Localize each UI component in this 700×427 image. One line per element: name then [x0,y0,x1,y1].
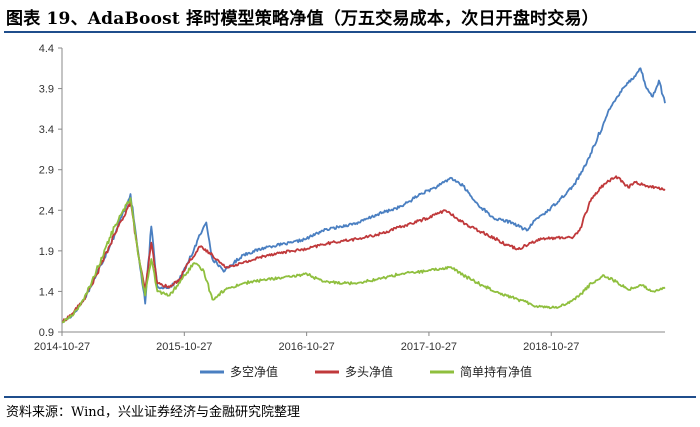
legend-label-long-only: 多头净值 [345,364,393,379]
source-note: 资料来源：Wind，兴业证券经济与金融研究院整理 [6,405,300,420]
x-tick-label: 2015-10-27 [156,341,212,353]
y-tick-label: 2.9 [39,165,54,177]
series-line-buy-hold [61,197,666,324]
legend: 多空净值 多头净值 简单持有净值 [200,364,532,379]
x-tick-label: 2018-10-27 [523,341,579,353]
figure-title: 图表 19、AdaBoost 择时模型策略净值（万五交易成本，次日开盘时交易） [6,9,599,29]
y-tick-label: 3.4 [39,124,54,136]
y-tick-label: 2.4 [39,205,54,217]
title-rule [4,31,696,33]
y-tick-label: 1.9 [39,246,54,258]
y-tick-label: 4.4 [39,43,54,55]
series-line-long-only [61,175,666,324]
legend-label-long-short: 多空净值 [230,364,278,379]
chart-axes: 0.9 1.4 1.9 2.4 2.9 3.4 3.9 4.4 2014-10-27 2015-1… [34,43,665,353]
x-tick-label: 2017-10-27 [401,341,457,353]
x-tick-label: 2014-10-27 [34,341,90,353]
series-layer [61,67,666,324]
source-rule [4,396,696,398]
chart: 0.9 1.4 1.9 2.4 2.9 3.4 3.9 4.4 2014-10-27 2015-1… [34,43,666,379]
series-line-long-short [62,67,666,324]
x-tick-label: 2016-10-27 [278,341,334,353]
legend-label-buy-hold: 简单持有净值 [460,364,532,379]
y-tick-label: 1.4 [39,286,54,298]
y-tick-label: 3.9 [39,84,54,96]
y-tick-label: 0.9 [39,327,54,339]
